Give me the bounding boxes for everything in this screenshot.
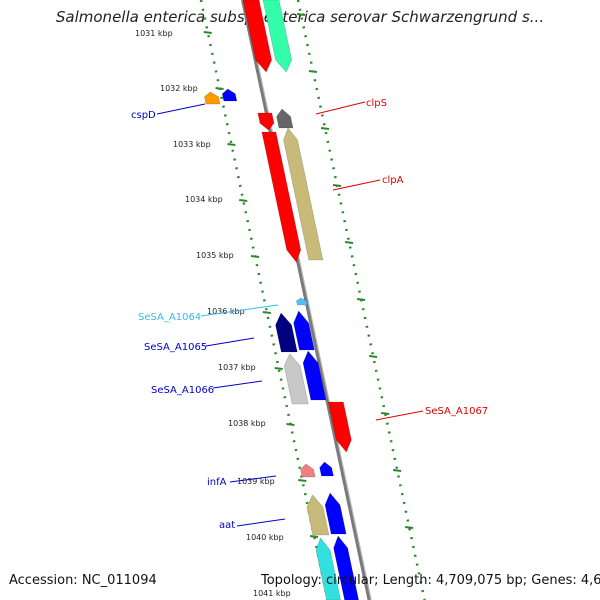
track-tick — [309, 535, 319, 538]
gene-SeSA_A1066-arrow — [283, 353, 309, 405]
gene-clpA-arrow — [261, 131, 302, 263]
tick-label: 1032 kbp — [160, 84, 198, 93]
gene-arrow — [262, 0, 292, 73]
tick-label: 1034 kbp — [185, 195, 223, 204]
track-tick — [393, 469, 402, 472]
gene-label-SeSA_A1067: SeSA_A1067 — [425, 406, 488, 417]
gene-aat-arrow — [306, 494, 330, 536]
tick-label: 1033 kbp — [173, 140, 211, 149]
track-tick — [227, 143, 236, 146]
gene-clpS-arrow — [257, 112, 275, 131]
tick-label: 1040 kbp — [246, 533, 284, 542]
track-tick — [320, 127, 330, 130]
gene-label-infA: infA — [207, 477, 227, 488]
track-tick — [250, 255, 260, 258]
backbone-highlight — [244, 0, 372, 600]
gene-leader-line — [236, 518, 286, 527]
track-tick — [368, 355, 378, 358]
track-tick — [296, 13, 306, 16]
gene-leader-line — [205, 337, 255, 347]
track-tick — [239, 199, 248, 202]
track-tick — [308, 70, 318, 73]
tick-label: 1039 kbp — [237, 477, 275, 486]
track-tick — [356, 298, 366, 301]
track-tick — [405, 526, 414, 529]
track-tick — [286, 423, 295, 426]
tick-label: 1031 kbp — [135, 29, 173, 38]
track-tick — [262, 311, 271, 314]
gene-cspD-arrow — [204, 91, 221, 105]
track-tick — [274, 367, 283, 370]
track-tick — [215, 87, 224, 90]
track-tick — [203, 31, 212, 34]
track-tick — [298, 479, 307, 482]
gene-leader-line — [375, 410, 424, 421]
gene-arrow — [221, 88, 238, 102]
tick-label: 1041 kbp — [253, 589, 291, 598]
gene-infA-arrow — [300, 463, 316, 478]
gene-arrow — [319, 461, 334, 477]
gene-arrow — [242, 0, 272, 73]
tick-label: 1037 kbp — [218, 363, 256, 372]
gene-SeSA_A1065-arrow — [275, 312, 298, 353]
gene-leader-line — [332, 179, 381, 191]
gene-arrow — [276, 108, 294, 129]
gene-arrow — [333, 535, 359, 600]
tick-label: 1038 kbp — [228, 419, 266, 428]
gene-leader-line — [156, 103, 206, 115]
map-title: Salmonella enterica subsp. enterica sero… — [55, 8, 545, 26]
gene-label-SeSA_A1064: SeSA_A1064 — [138, 312, 201, 323]
tick-label: 1036 kbp — [207, 307, 245, 316]
tick-label: 1035 kbp — [196, 251, 234, 260]
gene-leader-line — [212, 380, 263, 389]
gene-arrow — [302, 350, 327, 401]
gene-arrow — [283, 127, 324, 261]
gene-leader-line — [200, 304, 279, 317]
track-tick — [332, 184, 342, 187]
gene-label-clpS: clpS — [366, 98, 387, 109]
dotted-track-left — [199, 0, 329, 600]
gene-arrow — [324, 492, 347, 535]
backbone-line — [241, 0, 372, 600]
track-tick — [381, 412, 390, 415]
gene-SeSA_A1064-arrow — [296, 297, 308, 306]
gene-label-cspD: cspD — [131, 110, 156, 121]
gene-leader-line — [315, 101, 366, 115]
track-tick — [344, 241, 354, 244]
gene-label-SeSA_A1065: SeSA_A1065 — [144, 342, 207, 353]
gene-arrow — [315, 537, 341, 600]
gene-leader-line — [229, 475, 277, 483]
gene-arrow — [293, 310, 315, 351]
gene-label-aat: aat — [219, 520, 235, 531]
accession-label: Accession: NC_011094 — [9, 573, 157, 588]
gene-SeSA_A1067-arrow — [327, 401, 352, 453]
gene-label-clpA: clpA — [382, 175, 404, 186]
topology-label: Topology: circular; Length: 4,709,075 bp… — [261, 573, 600, 588]
gene-label-SeSA_A1066: SeSA_A1066 — [151, 385, 214, 396]
